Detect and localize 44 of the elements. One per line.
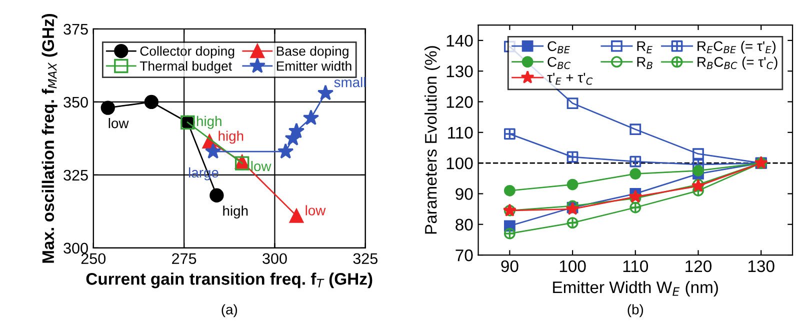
x-tick-label: 100 (560, 260, 586, 272)
y-tick-label: 140 (446, 34, 473, 47)
text: (b) (628, 304, 644, 318)
x-tick-label: 90 (501, 260, 518, 272)
x-axis-title: Emitter Width W$_{E}$ (nm) (553, 280, 718, 297)
x-axis-title: Current gain transition freq. f$_{T}$ (GHz) (86, 272, 372, 288)
y-tick-label: 130 (446, 66, 473, 78)
x-tick-label: 110 (623, 260, 648, 272)
annotation: low (108, 118, 129, 128)
y-tick-label: 350 (64, 96, 88, 108)
x-tick-label: 275 (172, 253, 196, 264)
legend-label: R$_{E}$ (637, 41, 652, 54)
legend-label: R$_{B}$ (637, 57, 652, 69)
legend-label: R$_{E}$C$_{BE}$ (= τ'$_{E}$) (698, 40, 776, 54)
y-tick-label: 80 (456, 218, 473, 231)
y-axis-title: Parameters Evolution (%) (424, 46, 440, 234)
y-tick-label: 110 (448, 126, 473, 139)
legend-label: Thermal budget (140, 61, 232, 74)
legend-label: Collector doping (140, 46, 234, 58)
y-axis-title: Max. oscillation freq. f$_{MAX}$ (GHz) (42, 14, 58, 263)
x-tick-label: 300 (262, 253, 287, 264)
legend-label: C$_{BC}$ (548, 56, 571, 70)
y-tick-label: 90 (456, 188, 473, 200)
text: (a) (222, 304, 238, 318)
y-tick-label: 100 (446, 157, 473, 170)
annotation: high (196, 116, 222, 129)
y-tick-label: 300 (64, 242, 88, 254)
x-tick-label: 120 (686, 260, 712, 272)
x-tick-label: 130 (748, 260, 774, 272)
legend-label: C$_{BE}$ (548, 41, 570, 54)
y-tick-label: 120 (446, 96, 473, 108)
annotation: high (218, 130, 244, 144)
legend-label: Base doping (276, 46, 348, 58)
annotation: low (251, 160, 272, 172)
legend-label: Emitter width (276, 61, 352, 71)
y-tick-label: 375 (64, 24, 88, 35)
y-tick-label: 70 (456, 249, 473, 262)
x-tick-label: 250 (81, 253, 106, 264)
annotation: low (306, 205, 326, 216)
annotation: high (223, 206, 248, 219)
x-tick-label: 325 (353, 253, 378, 264)
y-tick-label: 325 (64, 170, 88, 181)
legend-label: R$_{B}$C$_{BC}$ (= τ'$_{C}$) (698, 56, 778, 70)
legend-label: τ'$_{E}$ + τ'$_{C}$ (547, 72, 593, 85)
